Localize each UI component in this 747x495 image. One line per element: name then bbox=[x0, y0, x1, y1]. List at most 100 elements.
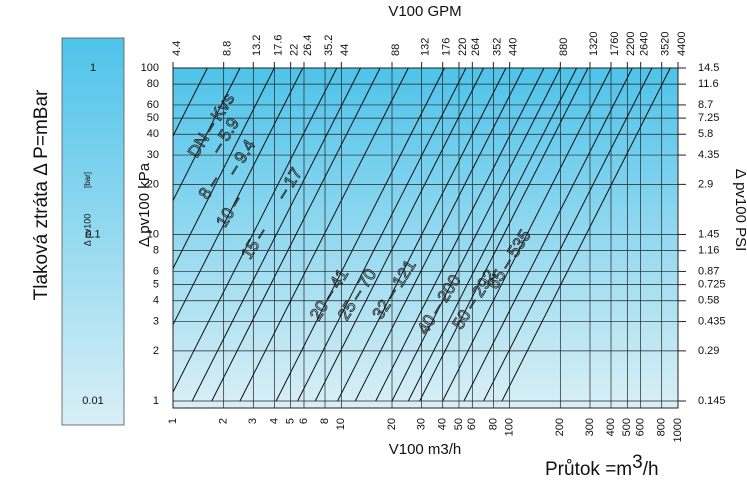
side-title: Tlaková ztráta Δ P=mBar bbox=[31, 89, 52, 300]
footer-sup: 3 bbox=[632, 452, 643, 473]
kvs-line bbox=[442, 67, 612, 402]
y-tick-label: 8 bbox=[153, 245, 159, 257]
kvs-line bbox=[463, 67, 633, 402]
x2-tick-label: 88 bbox=[390, 44, 402, 56]
y-tick-label: 50 bbox=[147, 112, 159, 124]
y2-tick-label: 0.435 bbox=[698, 315, 726, 327]
x-tick-label: 4 bbox=[268, 418, 280, 424]
kvs-line bbox=[391, 67, 561, 402]
x-tick-label: 50 bbox=[453, 418, 465, 430]
y-tick-label: 10 bbox=[147, 228, 159, 240]
y2-tick-label: 0.145 bbox=[698, 395, 726, 407]
y-tick-label: 30 bbox=[147, 149, 159, 161]
x2-tick-label: 352 bbox=[491, 38, 503, 56]
y2-tick-label: 11.6 bbox=[698, 78, 719, 90]
y2-tick-label: 0.29 bbox=[698, 345, 719, 357]
kvs-line bbox=[239, 67, 409, 402]
x-tick-label: 60 bbox=[466, 418, 478, 430]
x-tick-label: 1 bbox=[167, 418, 179, 424]
kvs-line bbox=[172, 67, 338, 393]
y2-tick-label: 7.25 bbox=[698, 112, 719, 124]
y2-tick-label: 0.725 bbox=[698, 279, 726, 291]
x2-tick-label: 2640 bbox=[639, 32, 651, 56]
colorbar-label: Δ pv100 bbox=[82, 214, 92, 247]
x2-tick-label: 22 bbox=[289, 44, 301, 56]
x-tick-label: 600 bbox=[635, 418, 647, 436]
kvs-line bbox=[297, 67, 467, 402]
x2-tick-label: 440 bbox=[508, 38, 520, 56]
x2-tick-label: 4.4 bbox=[171, 41, 183, 56]
plot-background bbox=[173, 68, 678, 408]
y-tick-label: 80 bbox=[147, 78, 159, 90]
x2-tick-label: 880 bbox=[558, 38, 570, 56]
kvs-line bbox=[501, 67, 671, 402]
x2-tick-label: 264 bbox=[470, 38, 482, 56]
x2-tick-label: 13.2 bbox=[251, 35, 263, 56]
kvs-line bbox=[337, 67, 507, 402]
x-tick-label: 40 bbox=[437, 418, 449, 430]
x-label: V100 m3/h bbox=[389, 441, 462, 458]
kvs-line bbox=[354, 67, 525, 402]
kvs-line bbox=[483, 67, 653, 402]
x-tick-label: 500 bbox=[621, 418, 633, 436]
x-tick-label: 3 bbox=[247, 418, 259, 424]
plot-frame bbox=[172, 67, 679, 409]
x-tick-label: 2 bbox=[218, 418, 230, 424]
y2-tick-label: 5.8 bbox=[698, 128, 713, 140]
y-label: Δ pv100 kPa bbox=[136, 162, 153, 247]
y-tick-label: 6 bbox=[153, 265, 159, 277]
footer-text: Průtok =m bbox=[545, 459, 632, 480]
x-tick-label: 800 bbox=[656, 418, 668, 436]
x-tick-label: 20 bbox=[386, 418, 398, 430]
kvs-line bbox=[172, 67, 304, 325]
x2-tick-label: 17.6 bbox=[272, 35, 284, 56]
y2-tick-label: 2.9 bbox=[698, 178, 713, 190]
x2-label: V100 GPM bbox=[388, 3, 461, 20]
y-tick-label: 1 bbox=[153, 395, 159, 407]
kvs-line bbox=[211, 67, 381, 402]
kvs-line bbox=[172, 67, 241, 201]
x2-tick-label: 44 bbox=[339, 44, 351, 56]
x2-tick-label: 1760 bbox=[609, 32, 621, 56]
x-tick-label: 8 bbox=[319, 418, 331, 424]
x2-tick-label: 2200 bbox=[625, 32, 637, 56]
footer-text: /h bbox=[643, 459, 659, 480]
y-tick-label: 40 bbox=[147, 128, 159, 140]
x-tick-label: 6 bbox=[298, 418, 310, 424]
x-tick-label: 80 bbox=[487, 418, 499, 430]
y2-tick-label: 1.16 bbox=[698, 245, 719, 257]
y-tick-label: 3 bbox=[153, 315, 159, 327]
kvs-line bbox=[419, 67, 589, 402]
colorbar bbox=[61, 37, 125, 426]
x2-tick-label: 132 bbox=[420, 38, 432, 56]
y2-tick-label: 8.7 bbox=[698, 99, 713, 111]
y-tick-label: 60 bbox=[147, 99, 159, 111]
x2-tick-label: 4400 bbox=[676, 32, 688, 56]
colorbar-tick-label: 0.01 bbox=[82, 395, 103, 407]
x-tick-label: 30 bbox=[416, 418, 428, 430]
x2-tick-label: 220 bbox=[457, 38, 469, 56]
y-tick-label: 100 bbox=[141, 62, 159, 74]
x-tick-label: 300 bbox=[584, 418, 596, 436]
kvs-line bbox=[375, 67, 545, 402]
x-tick-label: 10 bbox=[335, 418, 347, 430]
kvs-line bbox=[172, 67, 275, 269]
y-tick-label: 2 bbox=[153, 345, 159, 357]
kvs-line bbox=[172, 67, 208, 137]
y-tick-label: 5 bbox=[153, 279, 159, 291]
y2-tick-label: 1.45 bbox=[698, 228, 719, 240]
y-tick-label: 4 bbox=[153, 295, 159, 307]
kvs-line bbox=[407, 67, 578, 402]
footer: Průtok =m3/h bbox=[545, 452, 659, 480]
y2-tick-label: 14.5 bbox=[698, 62, 719, 74]
y-tick-label: 20 bbox=[147, 178, 159, 190]
colorbar-tick-label: 1 bbox=[90, 62, 96, 74]
x-tick-label: 1000 bbox=[672, 418, 684, 442]
kvs-line bbox=[275, 67, 445, 402]
x2-tick-label: 176 bbox=[441, 38, 453, 56]
y2-tick-label: 0.87 bbox=[698, 265, 719, 277]
x2-tick-label: 26.4 bbox=[302, 35, 314, 56]
colorbar-tick-label: 0.1 bbox=[85, 228, 100, 240]
y2-label: Δ pv100 PSI bbox=[732, 169, 747, 252]
